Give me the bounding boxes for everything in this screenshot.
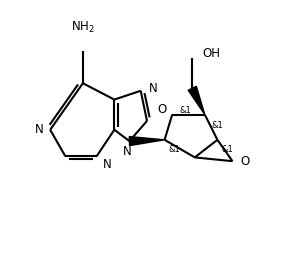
Text: N: N bbox=[123, 145, 131, 158]
Polygon shape bbox=[129, 136, 165, 146]
Text: OH: OH bbox=[202, 47, 220, 60]
Text: &1: &1 bbox=[221, 145, 233, 154]
Text: O: O bbox=[158, 103, 167, 116]
Text: &1: &1 bbox=[168, 145, 180, 154]
Text: N: N bbox=[34, 123, 43, 136]
Text: &1: &1 bbox=[211, 122, 223, 131]
Text: O: O bbox=[240, 155, 249, 168]
Text: N: N bbox=[102, 159, 111, 171]
Text: NH$_2$: NH$_2$ bbox=[71, 20, 95, 35]
Text: &1: &1 bbox=[180, 106, 191, 115]
Polygon shape bbox=[188, 86, 205, 115]
Text: N: N bbox=[149, 82, 158, 95]
